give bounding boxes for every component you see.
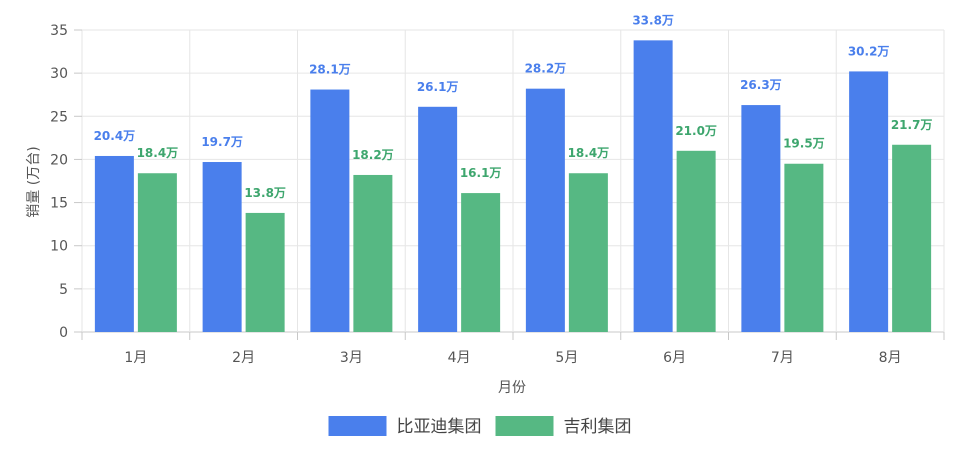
legend-item-series-1[interactable]: 比亚迪集团 bbox=[328, 416, 482, 437]
bar-layer bbox=[94, 40, 932, 333]
x-tick-label: 4月 bbox=[448, 350, 471, 366]
y-tick-label: 0 bbox=[59, 325, 68, 341]
bar-series-1[interactable] bbox=[525, 88, 565, 332]
y-tick-label: 20 bbox=[50, 152, 68, 168]
legend-swatch bbox=[328, 416, 387, 436]
data-label: 20.4万 bbox=[94, 129, 136, 143]
y-tick-label: 10 bbox=[50, 239, 68, 255]
y-tick-label: 15 bbox=[50, 196, 68, 212]
bar-series-2[interactable] bbox=[137, 173, 177, 332]
bar-series-1[interactable] bbox=[741, 105, 781, 332]
bar-series-1[interactable] bbox=[418, 106, 458, 333]
y-axis-title: 销量 (万台) bbox=[26, 146, 42, 217]
data-label: 19.7万 bbox=[201, 135, 243, 149]
data-label: 33.8万 bbox=[632, 13, 674, 27]
x-axis-title: 月份 bbox=[498, 380, 526, 396]
data-label: 13.8万 bbox=[244, 186, 286, 200]
bar-series-2[interactable] bbox=[568, 173, 608, 332]
bar-series-1[interactable] bbox=[202, 162, 242, 332]
axis-layer: 0 5 10 15 20 25 30 35 1月 2月 3月 4月 5月 6月 7月 8月 bbox=[50, 23, 945, 366]
y-tick-label: 35 bbox=[50, 23, 68, 39]
legend[interactable]: 比亚迪集团 吉利集团 bbox=[328, 416, 632, 437]
x-tick-label: 5月 bbox=[555, 350, 578, 366]
bar-series-1[interactable] bbox=[849, 71, 889, 332]
data-label: 21.0万 bbox=[675, 124, 717, 138]
x-tick-label: 2月 bbox=[232, 350, 255, 366]
y-tick-label: 5 bbox=[59, 282, 68, 298]
bar-series-2[interactable] bbox=[676, 150, 716, 332]
data-label: 16.1万 bbox=[460, 166, 502, 180]
data-label: 18.4万 bbox=[568, 146, 610, 160]
legend-item-series-2[interactable]: 吉利集团 bbox=[495, 416, 632, 437]
bar-series-1[interactable] bbox=[94, 155, 134, 332]
bar-series-1[interactable] bbox=[310, 89, 350, 332]
data-label: 19.5万 bbox=[783, 137, 825, 151]
data-label: 26.1万 bbox=[417, 80, 459, 94]
y-tick-label: 30 bbox=[50, 66, 68, 82]
bar-series-2[interactable] bbox=[892, 144, 932, 332]
data-label: 28.2万 bbox=[525, 62, 567, 76]
data-label: 18.4万 bbox=[137, 146, 179, 160]
bar-series-2[interactable] bbox=[784, 163, 824, 332]
x-tick-label: 8月 bbox=[879, 350, 902, 366]
data-label: 26.3万 bbox=[740, 78, 782, 92]
x-tick-label: 1月 bbox=[124, 350, 147, 366]
bar-series-2[interactable] bbox=[461, 193, 501, 332]
data-label: 21.7万 bbox=[891, 118, 933, 132]
legend-label: 比亚迪集团 bbox=[397, 417, 482, 437]
data-label: 30.2万 bbox=[848, 44, 890, 58]
x-tick-label: 6月 bbox=[663, 350, 686, 366]
legend-swatch bbox=[495, 416, 554, 436]
x-tick-label: 7月 bbox=[771, 350, 794, 366]
data-label: 28.1万 bbox=[309, 63, 351, 77]
bar-series-1[interactable] bbox=[633, 40, 673, 333]
data-label: 18.2万 bbox=[352, 148, 394, 162]
bar-series-2[interactable] bbox=[353, 174, 393, 332]
y-tick-label: 25 bbox=[50, 109, 68, 125]
x-tick-label: 3月 bbox=[340, 350, 363, 366]
legend-label: 吉利集团 bbox=[564, 417, 632, 437]
data-label-layer: 20.4万 19.7万 28.1万 26.1万 28.2万 33.8万 26.3万 30.2万… bbox=[94, 13, 933, 200]
bar-series-2[interactable] bbox=[245, 212, 285, 332]
